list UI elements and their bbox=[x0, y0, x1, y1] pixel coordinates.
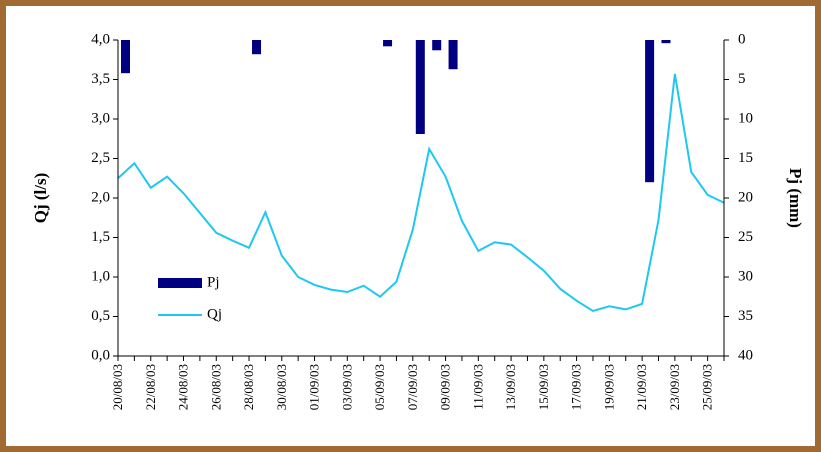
bar bbox=[121, 40, 130, 74]
y2-tick-label: 25 bbox=[738, 229, 753, 245]
x-tick-label: 15/09/03 bbox=[536, 364, 551, 410]
x-tick-label: 01/09/03 bbox=[307, 364, 322, 410]
x-tick-label: 21/09/03 bbox=[634, 364, 649, 410]
x-tick-label: 24/08/03 bbox=[176, 364, 191, 410]
y-tick-label: 3,5 bbox=[91, 71, 110, 87]
y2-tick-label: 20 bbox=[738, 189, 753, 205]
legend-swatch bbox=[158, 278, 202, 288]
y-tick-label: 4,0 bbox=[91, 31, 110, 47]
x-tick-label: 03/09/03 bbox=[339, 364, 354, 410]
y2-tick-label: 35 bbox=[738, 308, 753, 324]
x-tick-label: 20/08/03 bbox=[110, 364, 125, 410]
x-tick-label: 28/08/03 bbox=[241, 364, 256, 410]
bar bbox=[661, 40, 671, 44]
x-tick-label: 22/08/03 bbox=[143, 364, 158, 410]
legend-label: Qj bbox=[207, 306, 222, 322]
bar bbox=[432, 40, 442, 51]
x-tick-label: 30/08/03 bbox=[274, 364, 289, 410]
y-tick-label: 1,5 bbox=[91, 229, 110, 245]
x-tick-label: 13/09/03 bbox=[503, 364, 518, 410]
x-tick-label: 07/09/03 bbox=[405, 364, 420, 410]
x-tick-label: 05/09/03 bbox=[372, 364, 387, 410]
y-tick-label: 3,0 bbox=[91, 110, 110, 126]
bar bbox=[383, 40, 393, 47]
y2-tick-label: 0 bbox=[738, 31, 746, 47]
y-tick-label: 0,5 bbox=[91, 308, 110, 324]
x-tick-label: 11/09/03 bbox=[470, 364, 485, 410]
bar bbox=[252, 40, 262, 55]
y2-tick-label: 15 bbox=[738, 150, 753, 166]
bar bbox=[448, 40, 458, 70]
y2-tick-label: 5 bbox=[738, 71, 746, 87]
x-tick-label: 26/08/03 bbox=[208, 364, 223, 410]
x-tick-label: 25/09/03 bbox=[700, 364, 715, 410]
y-tick-label: 1,0 bbox=[91, 268, 110, 284]
y2-tick-label: 10 bbox=[738, 110, 753, 126]
y-tick-label: 2,5 bbox=[91, 150, 110, 166]
y2-tick-label: 30 bbox=[738, 268, 753, 284]
y-tick-label: 2,0 bbox=[91, 189, 110, 205]
line bbox=[117, 73, 725, 313]
bar bbox=[415, 40, 425, 135]
legend-label: Pj bbox=[207, 274, 220, 290]
y-tick-label: 0,0 bbox=[91, 347, 110, 363]
x-tick-label: 17/09/03 bbox=[569, 364, 584, 410]
y-axis-label: Qj (l/s) bbox=[31, 173, 50, 224]
y2-tick-label: 40 bbox=[738, 347, 753, 363]
x-tick-label: 23/09/03 bbox=[667, 364, 682, 410]
bar bbox=[645, 40, 655, 183]
x-tick-label: 09/09/03 bbox=[438, 364, 453, 410]
y2-axis-label: Pj (mm) bbox=[786, 168, 805, 228]
x-tick-label: 19/09/03 bbox=[601, 364, 616, 410]
